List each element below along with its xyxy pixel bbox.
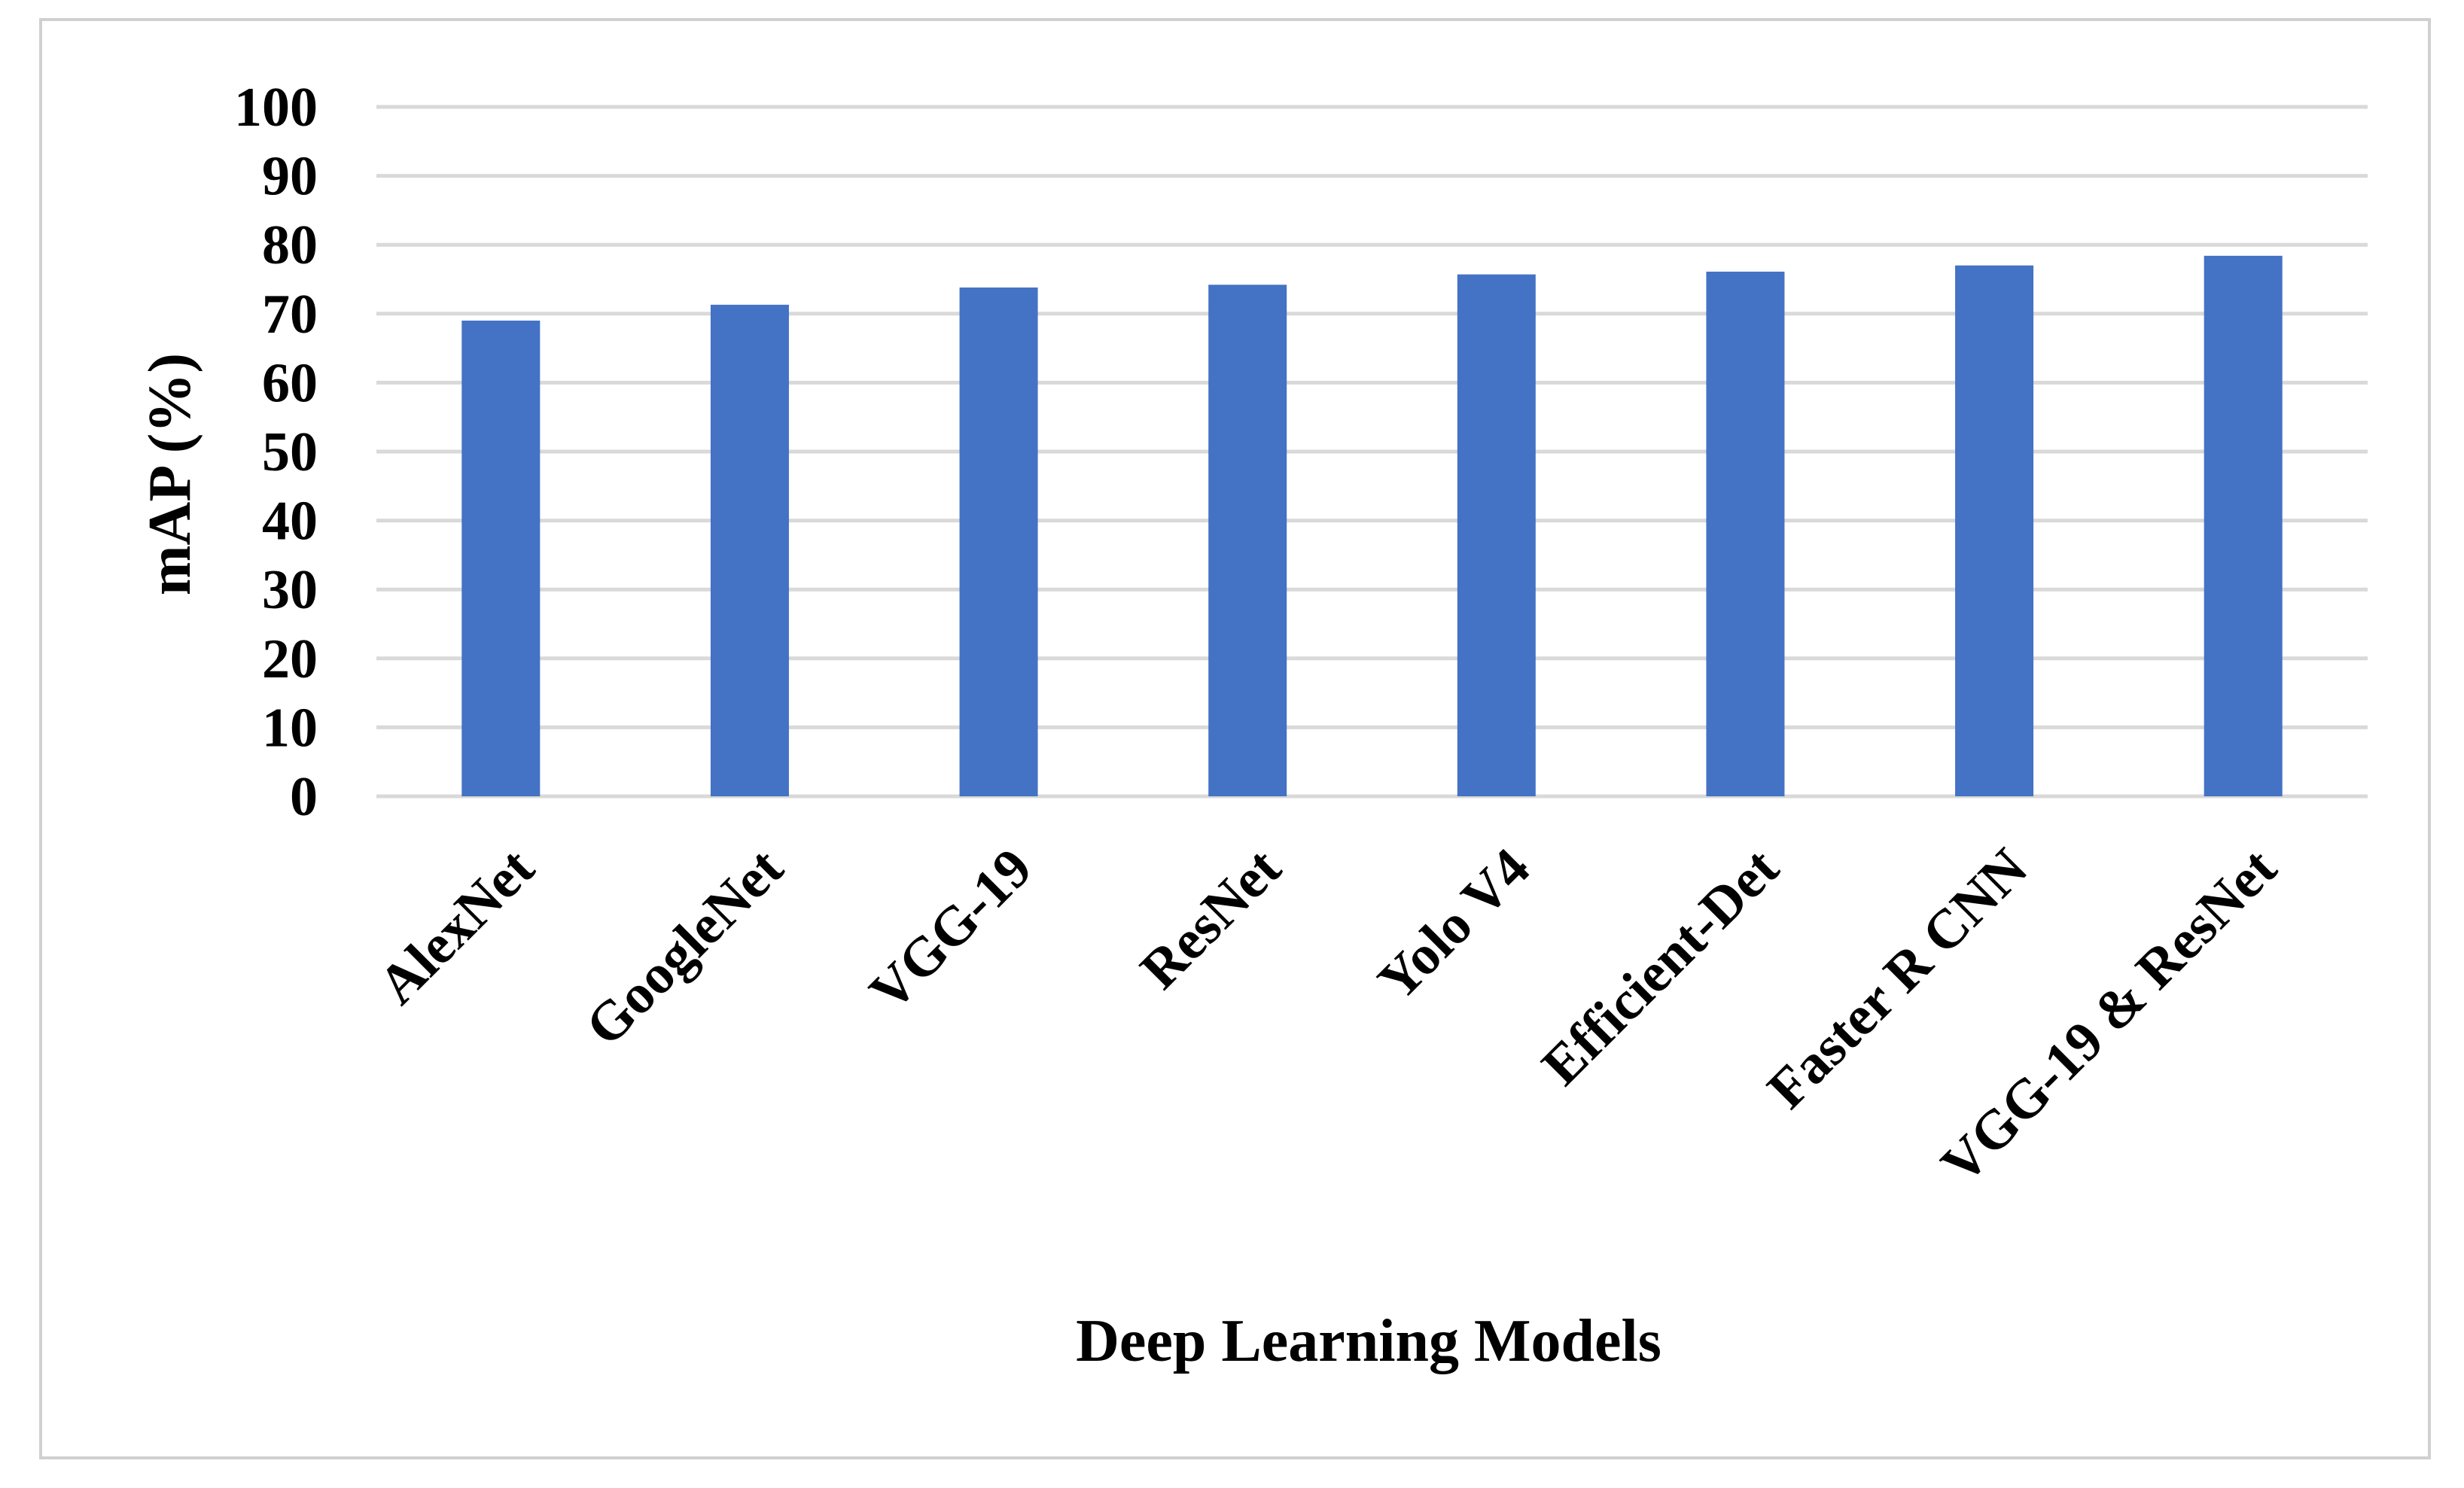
x-tick-label: AlexNet bbox=[367, 837, 546, 1016]
y-tick-label: 80 bbox=[262, 215, 318, 276]
bar-faster-r-cnn bbox=[1955, 265, 2034, 796]
y-tick-labels: 0 10 20 30 40 50 60 70 80 90 100 bbox=[234, 77, 318, 828]
x-axis-title: Deep Learning Models bbox=[1076, 1308, 1661, 1374]
y-tick-label: 30 bbox=[262, 559, 318, 621]
y-axis-title: mAP (%) bbox=[137, 353, 203, 595]
y-tick-label: 50 bbox=[262, 421, 318, 483]
bar-alexnet bbox=[461, 320, 541, 797]
y-tick-label: 0 bbox=[290, 766, 318, 828]
y-tick-label: 20 bbox=[262, 628, 318, 690]
x-tick-label: ResNet bbox=[1128, 837, 1293, 1001]
bar-vgg-19-resnet bbox=[2204, 255, 2283, 797]
x-tick-label: GoogleNet bbox=[574, 837, 796, 1058]
gridlines bbox=[376, 105, 2368, 799]
y-tick-label: 10 bbox=[262, 697, 318, 759]
x-tick-label: Faster R CNN bbox=[1756, 837, 2039, 1121]
bar-resnet bbox=[1208, 285, 1287, 796]
bar-yolo-v4 bbox=[1457, 274, 1536, 796]
y-tick-label: 100 bbox=[234, 77, 318, 138]
y-tick-label: 60 bbox=[262, 352, 318, 414]
bar-vgg-19 bbox=[959, 287, 1038, 796]
x-tick-label: VGG-19 bbox=[858, 837, 1044, 1023]
bar-googlenet bbox=[710, 304, 789, 797]
x-tick-label: Yolo V4 bbox=[1366, 837, 1542, 1012]
x-tick-label: Efficient-Det bbox=[1530, 837, 1791, 1097]
y-tick-label: 70 bbox=[262, 284, 318, 345]
bar-efficient-det bbox=[1706, 271, 1785, 796]
x-tick-labels: AlexNet GoogleNet VGG-19 ResNet Yolo V4Effic… bbox=[367, 837, 2289, 1196]
y-tick-label: 40 bbox=[262, 491, 318, 552]
bars bbox=[461, 255, 2283, 797]
y-tick-label: 90 bbox=[262, 146, 318, 208]
